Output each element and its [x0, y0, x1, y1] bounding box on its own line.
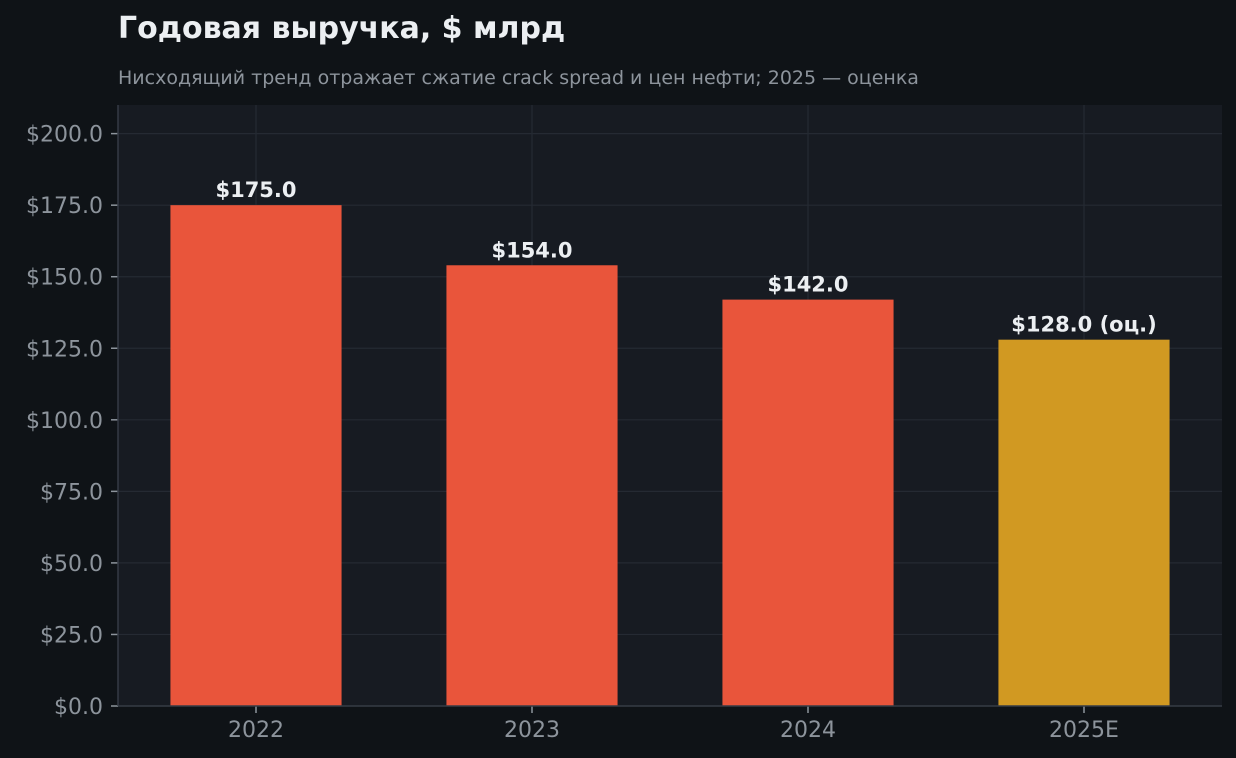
x-tick-label: 2022 — [228, 718, 284, 743]
data-label-2024: $142.0 — [767, 273, 848, 297]
chart-title: Годовая выручка, $ млрд — [118, 11, 565, 46]
y-tick-label: $75.0 — [40, 480, 103, 505]
bar-2022 — [170, 205, 342, 706]
bar-2023 — [446, 265, 618, 706]
y-tick-label: $50.0 — [40, 552, 103, 577]
y-tick-label: $200.0 — [26, 123, 103, 148]
y-tick-label: $150.0 — [26, 266, 103, 291]
data-label-2025E: $128.0 (оц.) — [1011, 313, 1157, 337]
y-tick-label: $0.0 — [54, 695, 103, 720]
bars — [170, 205, 1170, 706]
x-axis: 2022 2023 2024 2025E — [118, 705, 1222, 743]
x-tick-label: 2024 — [780, 718, 836, 743]
bar-2024 — [722, 299, 894, 706]
y-tick-label: $125.0 — [26, 337, 103, 362]
y-axis: $0.0 $25.0 $50.0 $75.0 $100.0 $125.0 $150.0 $17… — [26, 105, 119, 720]
y-tick-label: $25.0 — [40, 623, 103, 648]
y-tick-label: $100.0 — [26, 409, 103, 434]
data-label-2023: $154.0 — [491, 238, 572, 262]
data-labels: $175.0 $154.0 $142.0 $128.0 (оц.) — [215, 178, 1156, 337]
x-tick-label: 2025E — [1049, 718, 1119, 743]
chart-subtitle: Нисходящий тренд отражает сжатие crack s… — [118, 67, 919, 89]
bar-2025E — [998, 339, 1170, 706]
data-label-2022: $175.0 — [215, 178, 296, 202]
x-tick-label: 2023 — [504, 718, 560, 743]
y-tick-label: $175.0 — [26, 194, 103, 219]
